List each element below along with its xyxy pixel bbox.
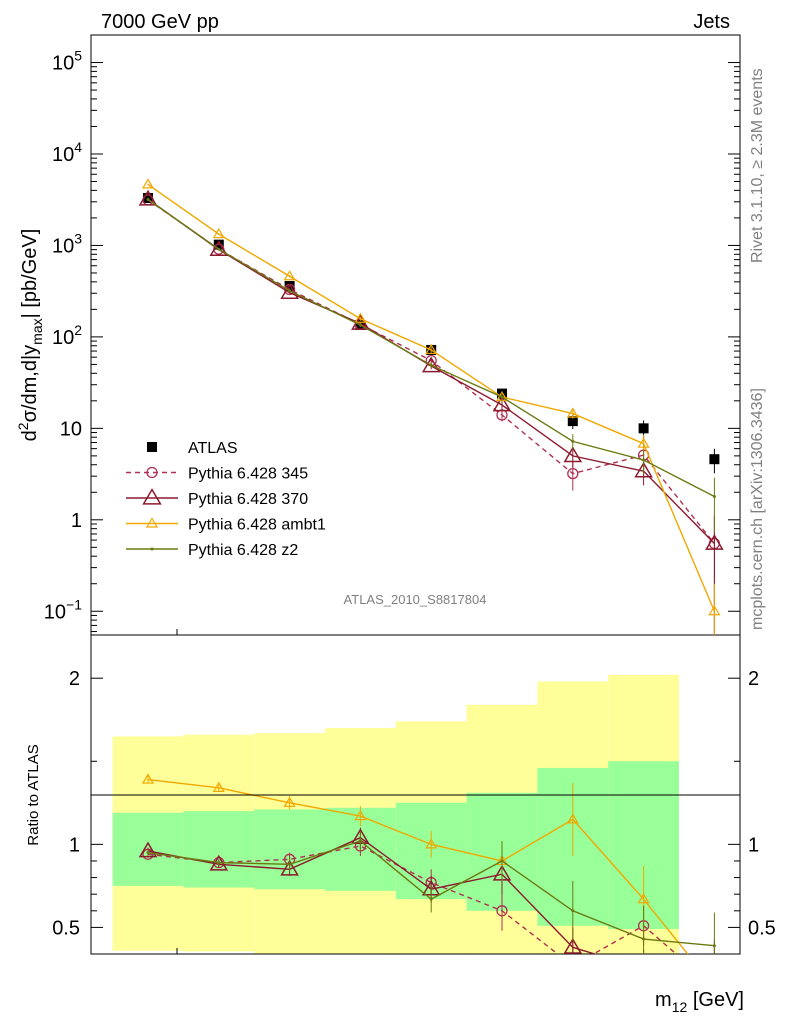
y-tick-label: 10 — [60, 418, 82, 440]
z2-marker — [146, 197, 150, 201]
ambt1-marker — [425, 343, 438, 355]
z2-marker — [288, 289, 292, 293]
z2-marker — [217, 247, 221, 251]
mcplots-label: mcplots.cern.ch [arXiv:1306.3436] — [749, 388, 766, 630]
atlas-marker — [147, 442, 157, 452]
z2-marker — [150, 547, 154, 551]
x-axis-label: m12 [GeV] — [655, 989, 744, 1015]
legend-label: ATLAS — [188, 440, 238, 457]
ambt1-marker — [566, 813, 579, 824]
y-tick-label: 1 — [71, 510, 82, 532]
ambt1-marker — [708, 605, 721, 616]
z2-marker — [571, 909, 575, 913]
y-tick-label: 105 — [52, 48, 82, 75]
z2-marker — [642, 937, 646, 941]
main-y-axis-label: d2σ/dm,d|ymax| [pb/GeV] — [15, 229, 45, 442]
z2-marker — [358, 839, 362, 843]
y-tick-label: 104 — [52, 139, 82, 166]
ambt1-marker — [141, 773, 155, 784]
ambt1-marker — [283, 270, 296, 281]
p345-ratio-line — [147, 845, 678, 954]
legend: ATLAS Pythia 6.428 345 Pythia 6.428 370 Pyt… — [126, 440, 326, 559]
z2-marker — [358, 323, 362, 327]
ambt1-marker — [566, 407, 579, 418]
header-process-label: Jets — [693, 11, 730, 33]
p370-marker — [280, 283, 299, 299]
p370-marker — [705, 534, 724, 550]
p370-marker — [280, 859, 299, 876]
p370-marker — [142, 488, 162, 505]
z2-marker — [642, 458, 646, 462]
ratio-y-tick-label-right: 1 — [748, 834, 759, 856]
p370-marker — [138, 841, 158, 858]
main-series — [138, 178, 724, 635]
z2-marker — [712, 944, 716, 948]
ratio-y-ticks: 0.5 0.5 1 1 2 2 — [52, 668, 776, 939]
analysis-id-label: ATLAS_2010_S8817804 — [344, 592, 487, 607]
y-tick-label: 102 — [52, 322, 82, 349]
ambt1-marker — [637, 437, 650, 448]
ratio-y-axis-label: Ratio to ATLAS — [25, 744, 42, 845]
ratio-series — [138, 773, 716, 954]
ratio-uncertainty-bands — [112, 674, 679, 954]
inner-band-bin — [254, 809, 325, 890]
ambt1-marker — [212, 781, 225, 792]
z2-marker — [217, 861, 221, 865]
y-tick-label: 103 — [52, 230, 82, 257]
legend-label: Pythia 6.428 ambt1 — [188, 517, 326, 534]
ratio-y-tick-label-right: 0.5 — [748, 917, 776, 939]
legend-label: Pythia 6.428 z2 — [188, 542, 298, 559]
atlas-marker — [567, 416, 578, 427]
ambt1-marker — [354, 809, 367, 821]
z2-marker — [500, 859, 504, 863]
ambt1-marker — [425, 838, 438, 849]
p370-marker — [492, 395, 512, 412]
inner-band-bin — [183, 811, 255, 888]
p370-marker — [138, 189, 158, 206]
ambt1-marker — [145, 517, 159, 528]
ambt1-marker — [283, 796, 296, 807]
rivet-version-label: Rivet 3.1.10, ≥ 2.3M events — [749, 68, 766, 263]
ambt1-marker — [141, 178, 155, 189]
ratio-y-tick-label: 0.5 — [52, 917, 80, 939]
z2-marker — [288, 862, 292, 866]
ratio-y-tick-label-right: 2 — [748, 668, 759, 690]
atlas-marker — [709, 454, 720, 465]
legend-label: Pythia 6.428 345 — [188, 466, 308, 483]
ratio-y-tick-label: 1 — [69, 834, 80, 856]
ratio-y-tick-label: 2 — [69, 668, 80, 690]
p345-marker — [146, 466, 158, 479]
legend-label: Pythia 6.428 370 — [188, 491, 308, 508]
y-tick-label: 10−1 — [44, 596, 82, 623]
ambt1-marker — [637, 892, 650, 904]
ambt1-marker — [212, 227, 225, 239]
z2-marker — [429, 897, 433, 901]
p370-marker — [634, 461, 653, 478]
p370-marker — [563, 446, 583, 463]
ambt1-marker — [354, 312, 367, 323]
z2-marker — [571, 439, 575, 443]
z2-marker — [712, 494, 716, 498]
p345-marker — [496, 905, 508, 917]
p370-marker — [563, 937, 583, 954]
p370-marker — [209, 240, 229, 256]
z2-marker — [146, 851, 150, 855]
p370-marker — [421, 356, 441, 373]
p345-marker — [567, 467, 579, 480]
header-beam-label: 7000 GeV pp — [101, 11, 219, 33]
z2-marker — [429, 363, 433, 367]
atlas-marker — [638, 423, 649, 434]
z2-marker — [500, 395, 504, 399]
